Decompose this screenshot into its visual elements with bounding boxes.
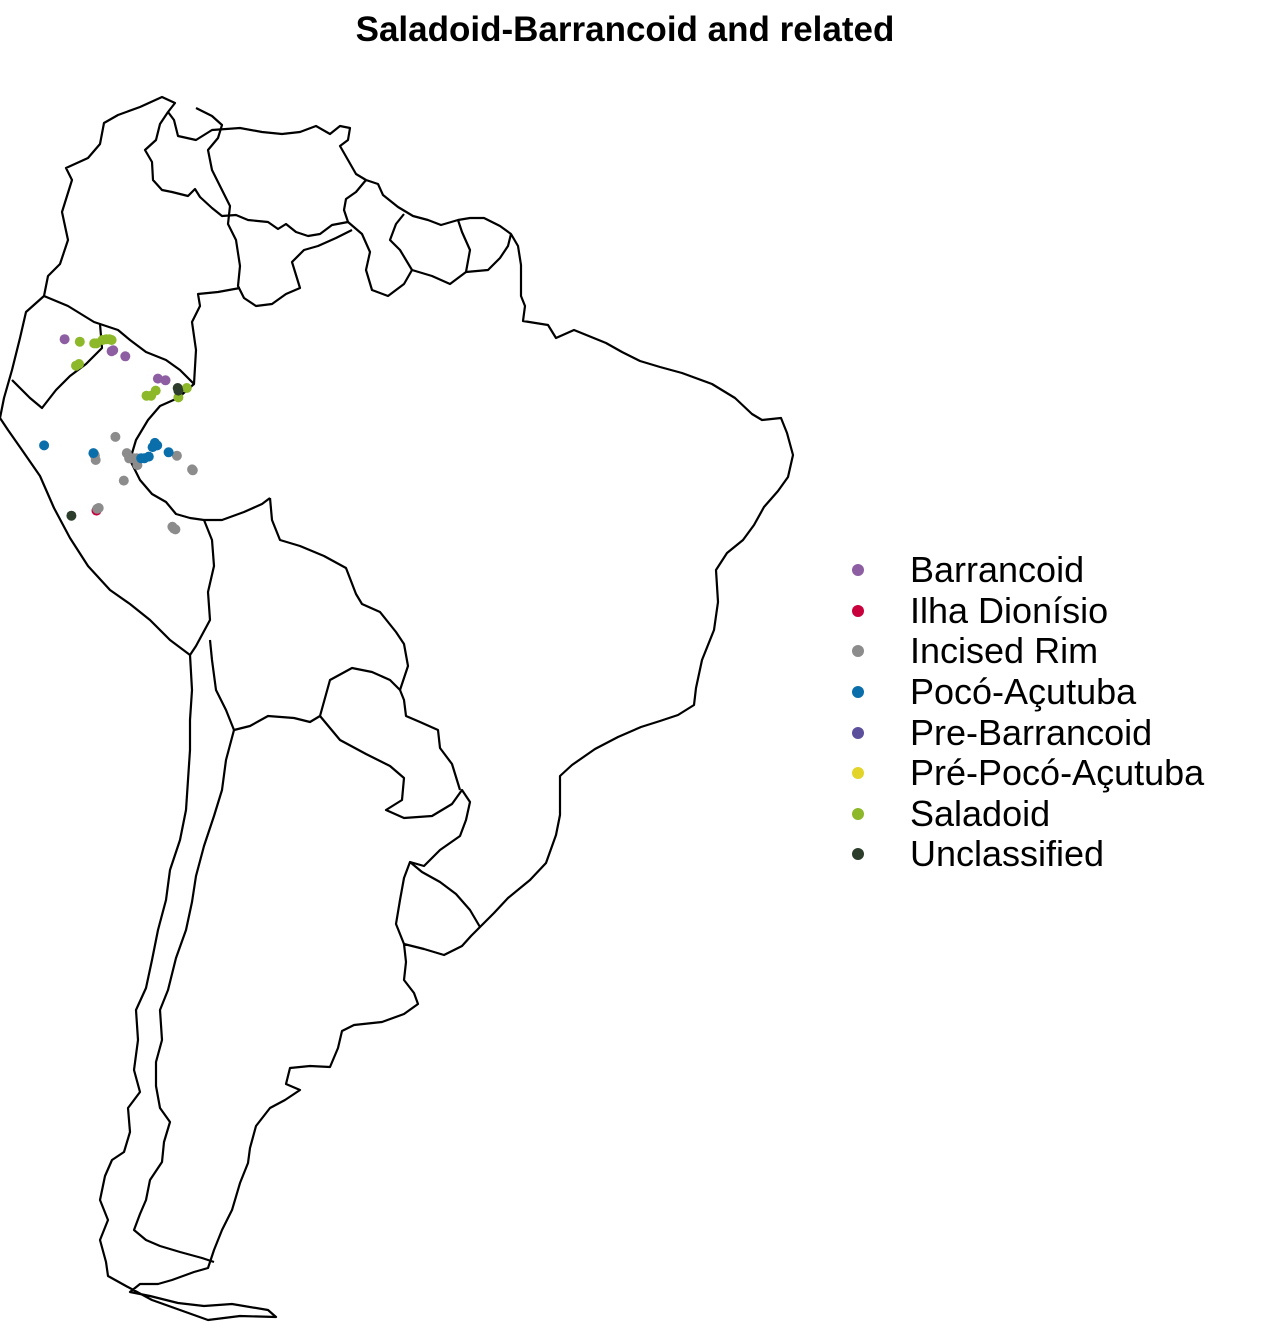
site-point <box>66 510 77 521</box>
site-point <box>181 383 192 393</box>
border-french-guiana <box>465 233 513 274</box>
site-point <box>106 335 117 345</box>
legend-label: Pré-Pocó-Açutuba <box>910 752 1205 794</box>
map-title: Saladoid-Barrancoid and related <box>355 10 895 49</box>
legend-item: Incised Rim <box>848 630 1204 672</box>
legend: Barrancoid Ilha Dionísio Incised Rim Pocó-A… <box>848 549 1205 875</box>
legend-label: Barrancoid <box>910 549 1085 591</box>
border-uruguay <box>409 861 481 928</box>
site-point <box>120 351 131 362</box>
site-point <box>92 503 103 514</box>
site-point <box>152 440 163 451</box>
legend-label: Pocó-Açutuba <box>910 671 1137 713</box>
site-points <box>39 334 198 535</box>
border-col-south <box>43 286 241 386</box>
site-point <box>110 431 121 442</box>
legend-label: Pre-Barrancoid <box>910 711 1153 753</box>
site-point <box>173 385 184 396</box>
border-guyana <box>347 213 414 298</box>
legend-label: Saladoid <box>910 792 1051 834</box>
border-col-ven <box>195 107 353 308</box>
border-ecuador <box>11 323 104 410</box>
legend-marker <box>852 726 864 739</box>
site-point <box>74 359 84 369</box>
legend-item: Ilha Dionísio <box>848 589 1204 632</box>
legend-item: Pré-Pocó-Açutuba <box>848 752 1205 794</box>
site-point <box>160 375 171 386</box>
site-point <box>152 373 163 384</box>
border-suriname <box>411 219 472 286</box>
legend-item: Barrancoid <box>848 549 1204 591</box>
legend-marker <box>852 645 864 658</box>
legend-marker <box>852 848 864 861</box>
border-peru-brazil <box>128 383 271 522</box>
legend-marker <box>852 564 864 577</box>
legend-label: Ilha Dionísio <box>910 589 1109 631</box>
site-point <box>74 336 85 347</box>
legend-item: Pocó-Açutuba <box>848 671 1204 713</box>
venezuela-coast <box>167 111 367 181</box>
legend-marker <box>852 686 864 699</box>
legend-marker <box>852 604 864 617</box>
site-point <box>143 451 154 462</box>
site-point <box>108 345 119 356</box>
legend-marker <box>852 767 864 780</box>
site-point <box>59 334 70 345</box>
legend-label: Incised Rim <box>910 630 1099 672</box>
border-paraguay <box>319 715 472 945</box>
site-point <box>39 440 50 451</box>
legend-label: Unclassified <box>910 833 1105 875</box>
site-point <box>170 524 181 535</box>
border-argentina-chile <box>132 729 236 1264</box>
legend-item: Pre-Barrancoid <box>848 712 1204 753</box>
border-bolivia <box>208 497 410 732</box>
site-point <box>136 453 147 464</box>
legend-item: Saladoid <box>848 792 1204 835</box>
legend-item: Unclassified <box>848 833 1204 875</box>
site-point <box>187 465 198 476</box>
legend-marker <box>852 807 864 820</box>
site-point <box>163 447 174 458</box>
continent-outline <box>0 95 795 1322</box>
border-peru-bolivia <box>189 519 216 656</box>
border-paraguay-east <box>398 689 462 791</box>
site-point <box>89 338 100 349</box>
site-point <box>150 385 161 396</box>
site-point <box>88 448 99 459</box>
country-borders <box>0 95 795 1322</box>
site-point <box>171 450 182 461</box>
site-point <box>118 475 129 486</box>
